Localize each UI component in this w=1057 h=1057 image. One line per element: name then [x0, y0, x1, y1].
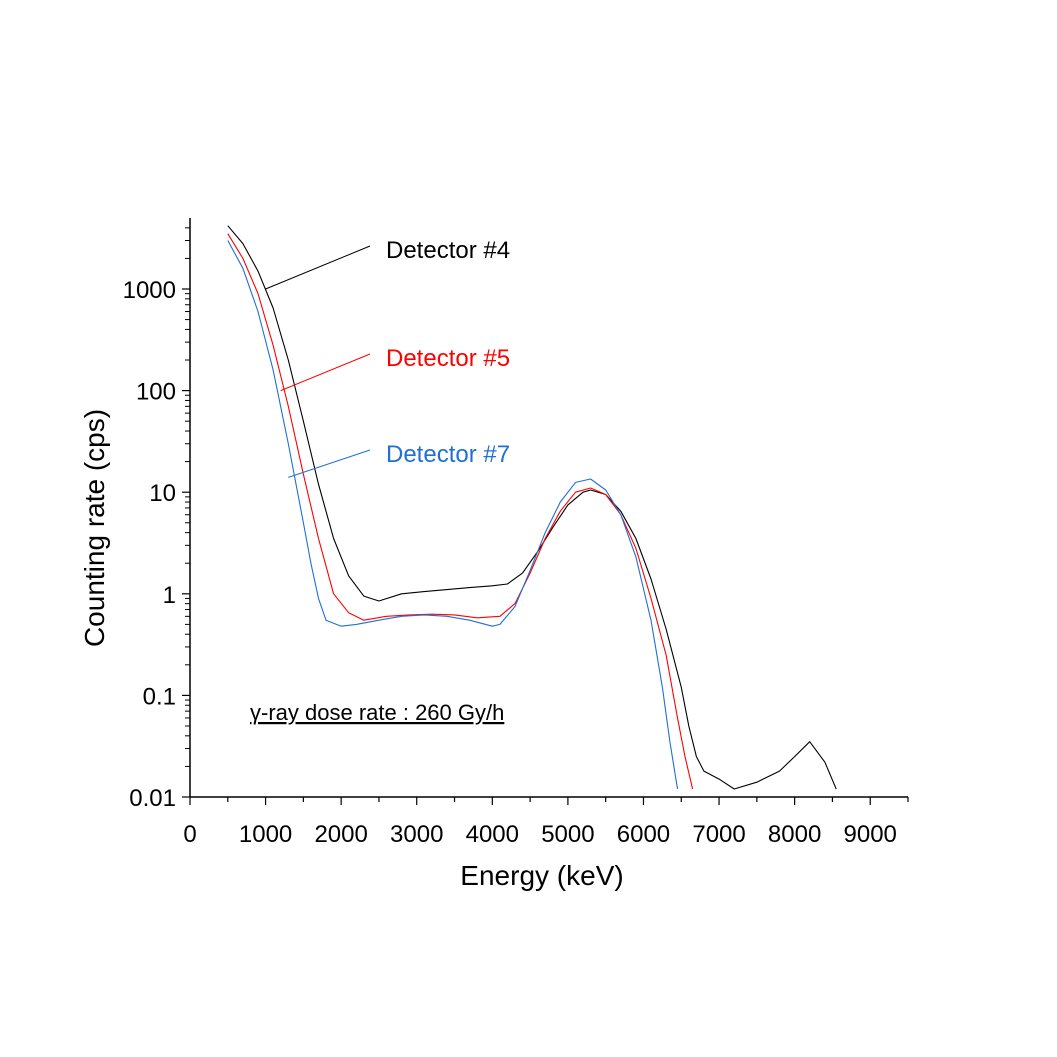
- series-lines: [227, 225, 837, 790]
- series-label-leader: [288, 449, 371, 478]
- x-tick-label: 7000: [692, 821, 745, 848]
- series-labels: Detector #4 Detector #5 Detector #7: [265, 237, 510, 478]
- x-tick-label: 8000: [768, 821, 821, 848]
- y-tick-label: 100: [136, 379, 176, 406]
- x-tick-label: 5000: [541, 821, 594, 848]
- series-label-leader: [265, 245, 371, 290]
- series-line-detector-4: [227, 225, 837, 790]
- y-tick-label: 1000: [123, 277, 176, 304]
- axes: 0 1000 2000 3000 4000 5000 6000 7000 8000 9000 0.0…: [123, 218, 909, 848]
- series-label: Detector #4: [386, 237, 510, 264]
- series-line-detector-5: [227, 233, 694, 790]
- x-axis-title: Energy (keV): [460, 860, 623, 891]
- x-tick-label: 4000: [466, 821, 519, 848]
- series-line-detector-7: [227, 240, 679, 790]
- x-tick-label: 9000: [844, 821, 897, 848]
- x-tick-label: 0: [183, 821, 196, 848]
- dose-rate-annotation: γ-ray dose rate : 260 Gy/h: [250, 700, 504, 725]
- y-tick-label: 0.01: [129, 785, 176, 812]
- y-axis-title: Counting rate (cps): [79, 409, 110, 647]
- series-label-leader: [280, 353, 371, 392]
- y-tick-label: 1: [163, 582, 176, 609]
- x-tick-label: 2000: [314, 821, 367, 848]
- x-tick-label: 1000: [239, 821, 292, 848]
- series-label: Detector #5: [386, 345, 510, 372]
- y-tick-label: 0.1: [143, 683, 176, 710]
- x-tick-label: 3000: [390, 821, 443, 848]
- series-label: Detector #7: [386, 441, 510, 468]
- x-tick-label: 6000: [617, 821, 670, 848]
- y-tick-label: 10: [149, 480, 176, 507]
